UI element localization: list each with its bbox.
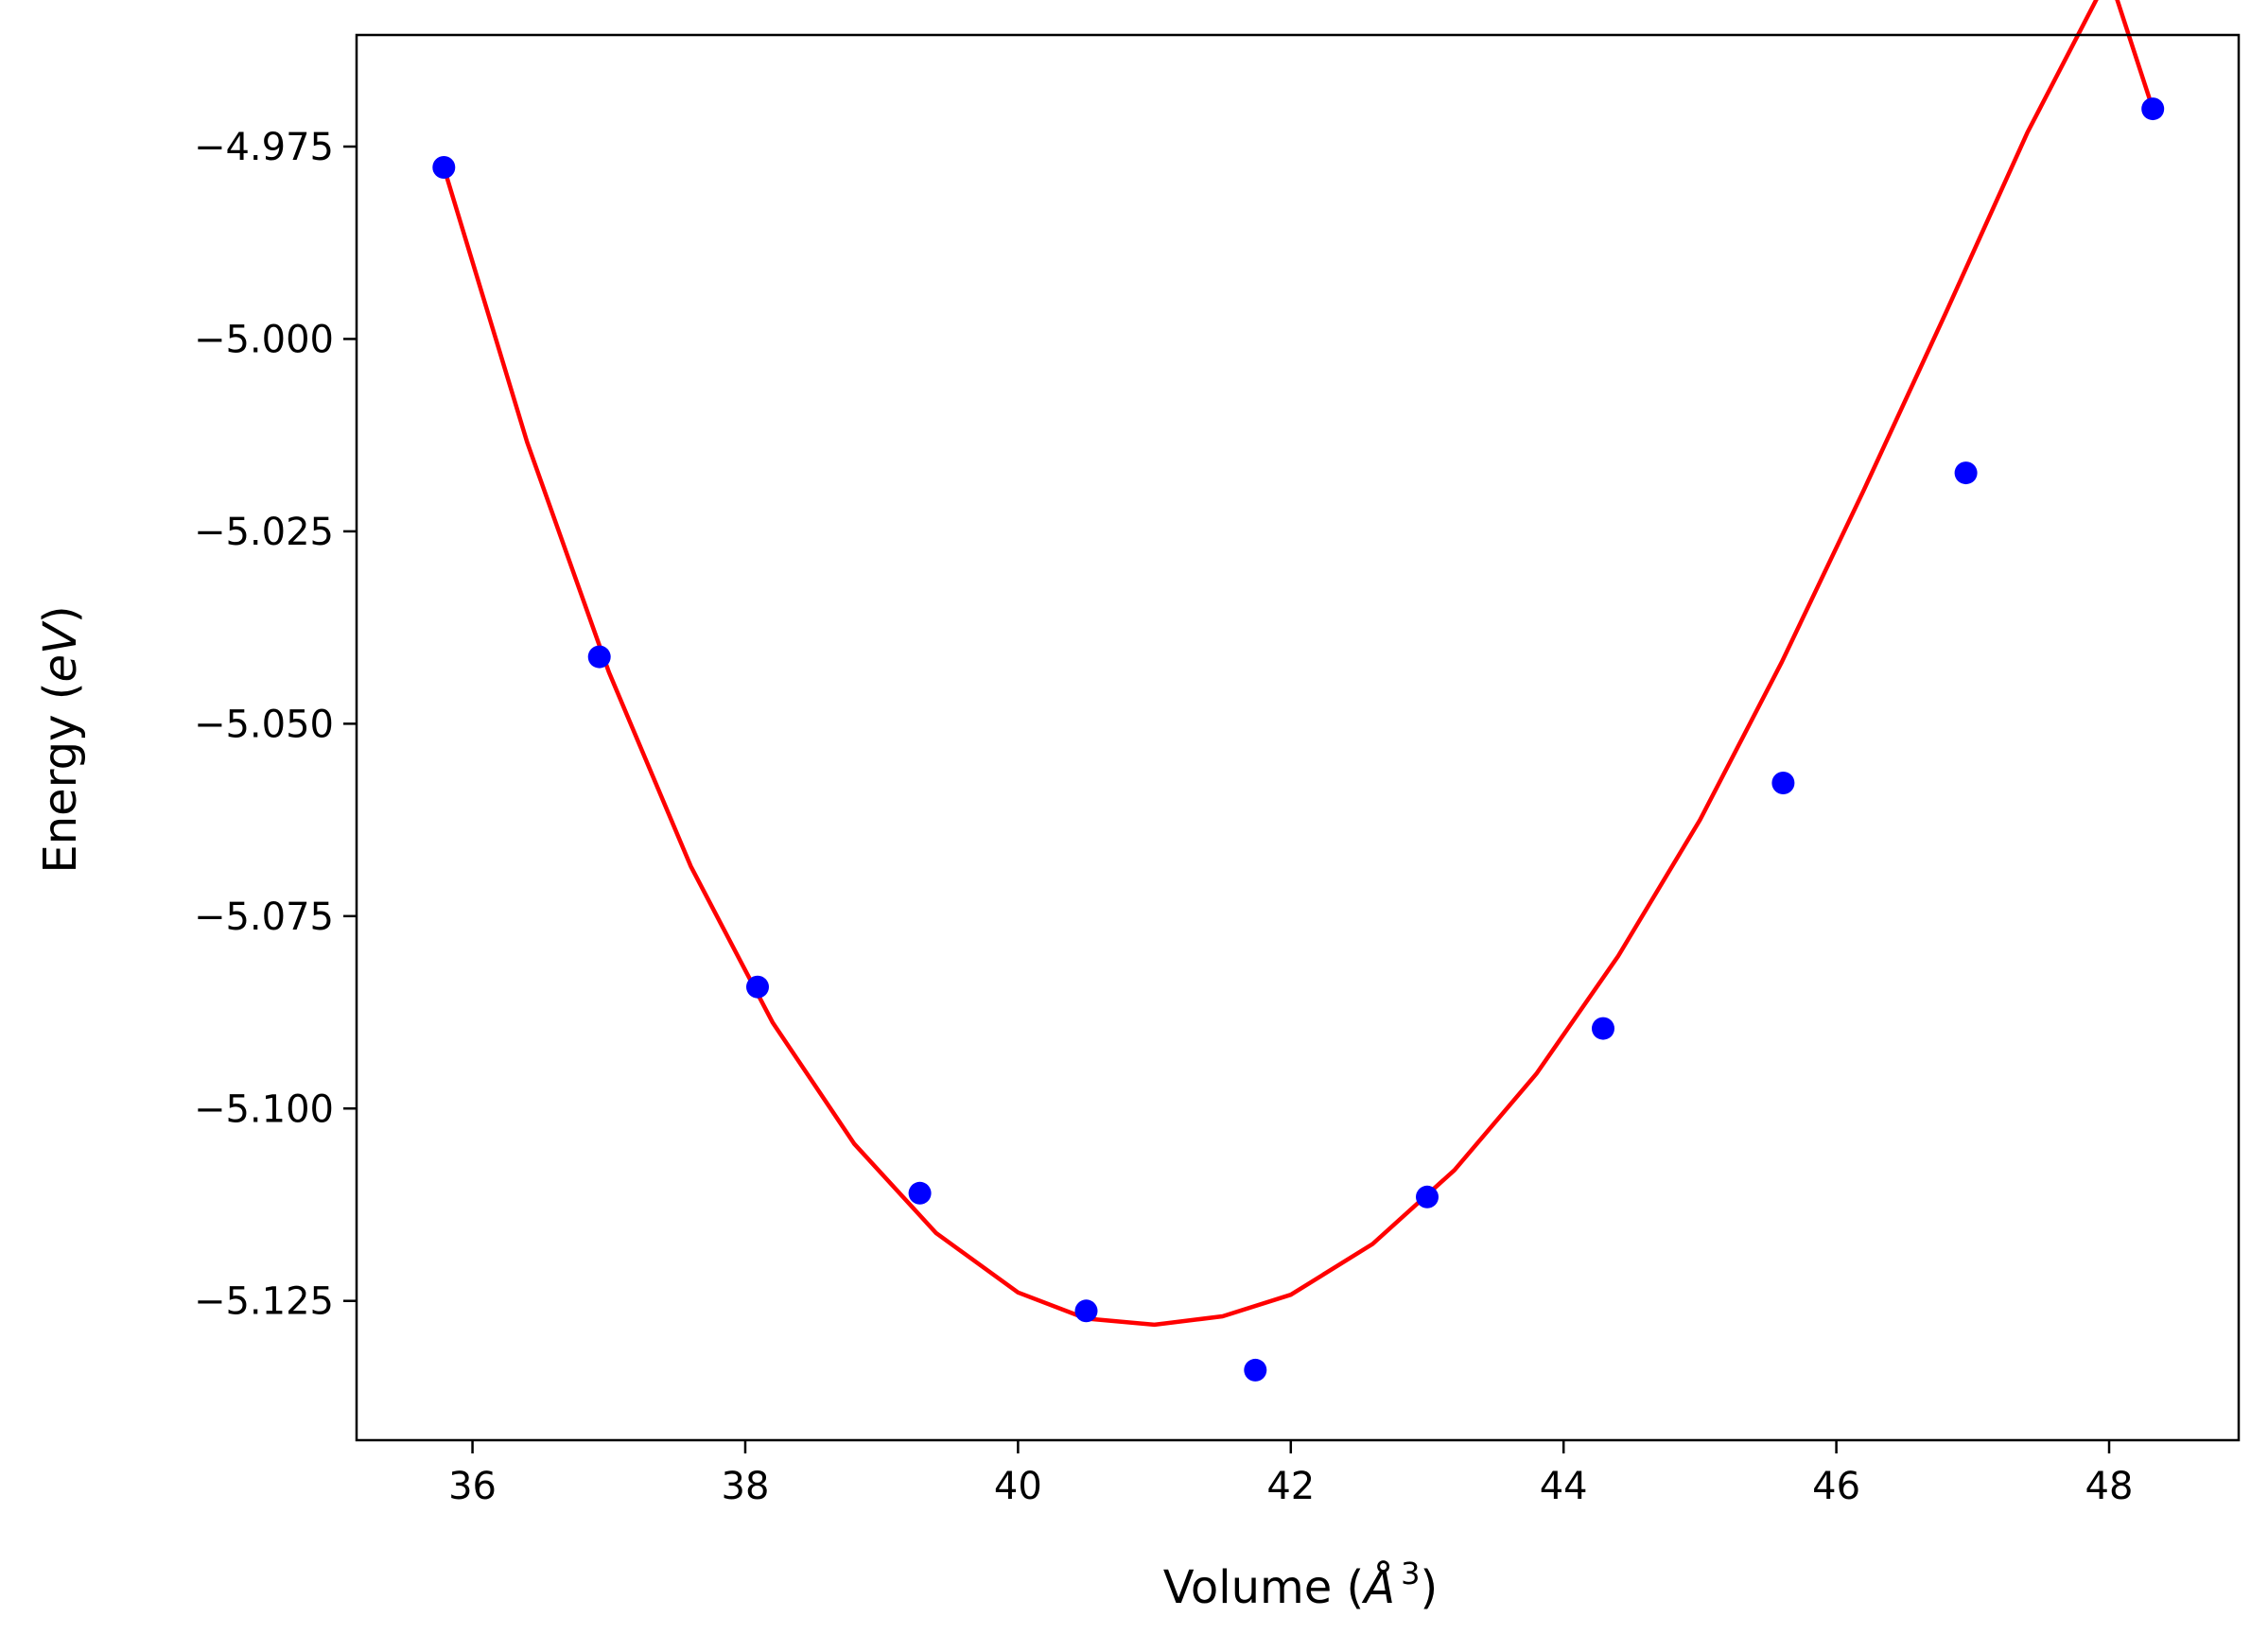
y-tick-label: −4.975 bbox=[194, 126, 334, 169]
data-point bbox=[1074, 1299, 1098, 1323]
y-tick-label: −5.050 bbox=[194, 703, 334, 746]
y-axis-title-unit: eV bbox=[34, 620, 87, 683]
x-axis-title-unit: Å bbox=[1361, 1560, 1395, 1614]
data-point bbox=[1954, 461, 1978, 485]
data-point bbox=[1592, 1017, 1614, 1040]
data-point bbox=[908, 1181, 932, 1205]
x-tick-label: 46 bbox=[1812, 1465, 1860, 1508]
y-tick-label: −5.075 bbox=[194, 896, 334, 939]
y-tick-label: −5.100 bbox=[194, 1087, 334, 1131]
y-axis-title: Energy (eV) bbox=[34, 605, 87, 873]
x-tick-label: 44 bbox=[1540, 1465, 1588, 1508]
y-tick-label: −5.025 bbox=[194, 511, 334, 554]
x-tick-label: 40 bbox=[994, 1465, 1042, 1508]
x-axis-title: Volume (Å 3) bbox=[1163, 1556, 1438, 1614]
x-axis-title-suffix: ) bbox=[1420, 1561, 1438, 1614]
plot-frame bbox=[355, 33, 2241, 1442]
fit-curve-layer bbox=[442, 0, 2155, 1328]
x-tick-label: 42 bbox=[1266, 1465, 1315, 1508]
x-axis-title-exponent: 3 bbox=[1401, 1556, 1420, 1591]
data-point bbox=[1244, 1358, 1267, 1382]
x-tick-label: 48 bbox=[2085, 1465, 2134, 1508]
x-axis-ticks: 36 38 40 42 44 46 48 bbox=[448, 1440, 2133, 1508]
y-axis-title-prefix: Energy ( bbox=[34, 683, 87, 874]
data-point bbox=[1416, 1185, 1439, 1209]
y-tick-label: −5.000 bbox=[194, 318, 334, 361]
y-axis-title-suffix: ) bbox=[34, 605, 87, 623]
x-axis-title-prefix: Volume ( bbox=[1163, 1561, 1365, 1614]
x-tick-label: 36 bbox=[448, 1465, 497, 1508]
x-tick-label: 38 bbox=[722, 1465, 770, 1508]
data-point bbox=[1771, 772, 1795, 794]
y-axis-ticks: −4.975 −5.000 −5.025 −5.050 −5.075 −5.100 −5.1… bbox=[194, 126, 357, 1324]
data-points-layer bbox=[432, 97, 2165, 1382]
y-tick-label: −5.125 bbox=[194, 1280, 334, 1324]
data-point bbox=[746, 975, 769, 999]
data-point bbox=[432, 156, 456, 179]
data-point bbox=[587, 645, 611, 669]
data-point bbox=[2141, 97, 2165, 121]
fit-curve-line bbox=[442, 0, 2155, 1328]
